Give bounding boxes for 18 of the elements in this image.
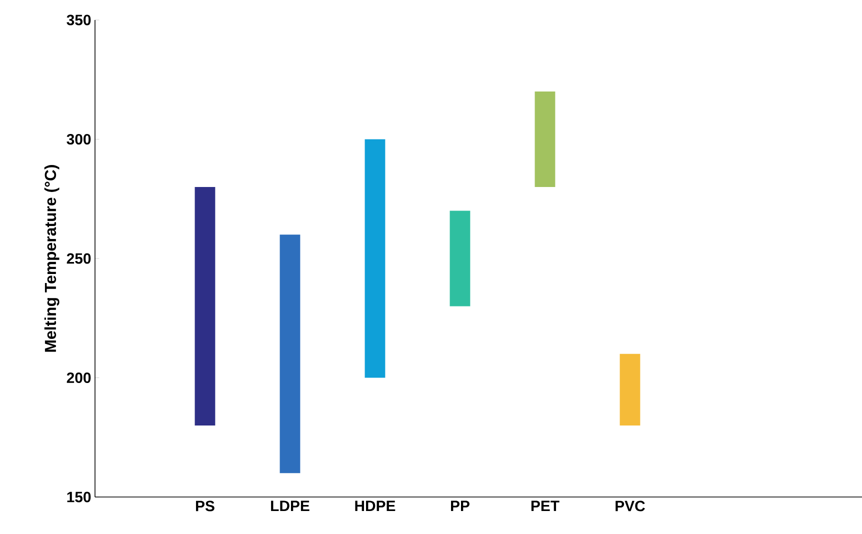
bar xyxy=(620,354,640,426)
bar xyxy=(534,92,556,187)
y-tick-label: 250 xyxy=(66,253,91,264)
x-tick-label: LDPE xyxy=(271,500,310,511)
y-tick-label: 150 xyxy=(67,492,91,502)
y-tick-label: 200 xyxy=(66,372,91,384)
bar xyxy=(194,186,216,426)
y-tick-label: 350 xyxy=(66,14,91,26)
bar xyxy=(450,210,470,306)
bar xyxy=(280,234,300,474)
x-tick-label: PS xyxy=(196,500,214,512)
x-tick-label: PVC xyxy=(616,500,645,512)
x-tick-label: PP xyxy=(451,500,470,511)
x-tick-label: HDPE xyxy=(355,500,396,511)
y-axis-title: Melting Temperature (°C) xyxy=(44,165,60,352)
y-tick-label: 300 xyxy=(66,134,91,145)
x-tick-label: PET xyxy=(531,500,560,511)
bar xyxy=(364,139,386,378)
